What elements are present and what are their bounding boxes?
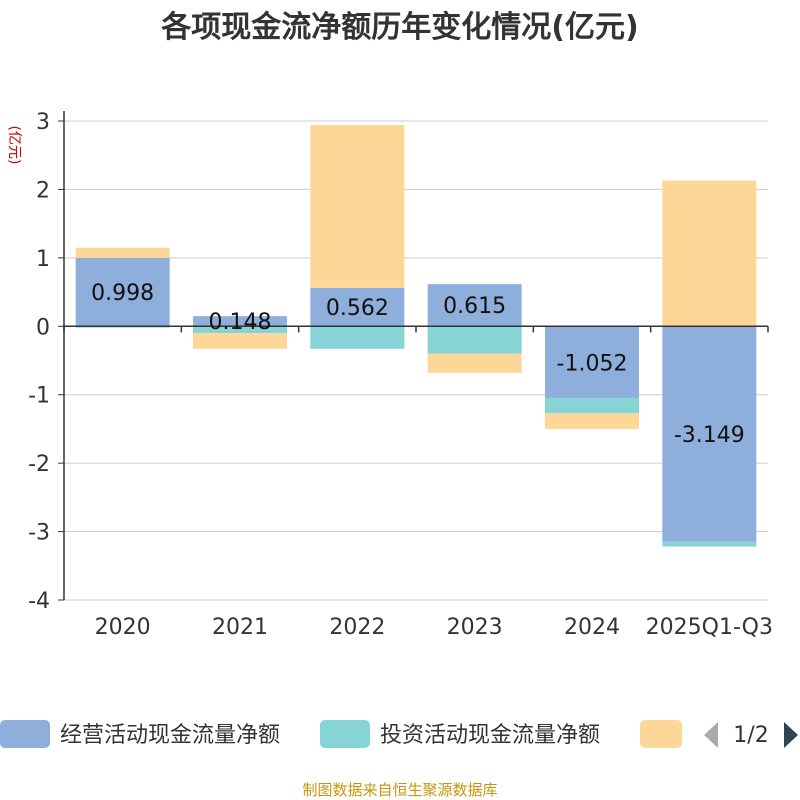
y-axis-unit: (亿元) — [6, 126, 22, 165]
bar-2025Q1-Q3-series-1 — [662, 541, 757, 547]
bar-2020-series-0 — [75, 257, 170, 327]
data-label: 0.562 — [326, 296, 389, 321]
bar-2022-series-0 — [310, 287, 405, 327]
y-tick-label: -4 — [28, 589, 50, 614]
y-tick-label: 1 — [36, 247, 50, 272]
data-label: -1.052 — [557, 351, 628, 376]
y-tick-label: 0 — [36, 315, 50, 340]
bar-2020-series-2 — [75, 247, 170, 258]
x-tick-label: 2023 — [447, 615, 503, 640]
legend-swatch-2 — [640, 720, 682, 748]
bar-2022-series-1 — [310, 326, 405, 349]
bars — [75, 124, 757, 547]
x-axis-ticks: 2020 2021 2022 2023 2024 2025Q1-Q3 — [95, 615, 773, 640]
chart-title: 各项现金流净额历年变化情况(亿元) — [160, 10, 638, 45]
legend-next-arrow-icon[interactable] — [784, 722, 798, 748]
bar-2021-series-0 — [193, 316, 287, 327]
legend-swatch-0 — [0, 720, 50, 748]
legend-label-1: 投资活动现金流量净额 — [380, 723, 600, 748]
y-tick-label: -3 — [28, 521, 50, 546]
data-label: 0.615 — [443, 294, 506, 319]
bar-2023-series-1 — [427, 326, 522, 354]
legend-page-indicator: 1/2 — [733, 723, 768, 748]
legend-pager: 1/2 — [704, 722, 798, 748]
data-labels: 0.998 0.148 0.562 0.615 -1.052 -3.149 — [91, 281, 745, 448]
y-axis-ticks: 3 2 1 0 -1 -2 -3 -4 — [28, 110, 64, 614]
bar-2021-series-1 — [193, 326, 287, 334]
legend: 经营活动现金流量净额 投资活动现金流量净额 — [0, 720, 682, 748]
bar-2025Q1-Q3-series-0 — [662, 326, 757, 542]
y-tick-label: 3 — [36, 110, 50, 135]
bar-2023-series-2 — [427, 353, 522, 373]
x-tick-label: 2022 — [329, 615, 385, 640]
bar-2022-series-2 — [310, 124, 405, 288]
bar-2024-series-0 — [545, 326, 639, 399]
data-label: 0.998 — [91, 281, 154, 306]
legend-swatch-1 — [320, 720, 370, 748]
source-note: 制图数据来自恒生聚源数据库 — [302, 781, 497, 799]
y-tick-label: -1 — [28, 384, 50, 409]
legend-prev-arrow-icon[interactable] — [704, 722, 718, 748]
y-tick-label: 2 — [36, 178, 50, 203]
x-tick-label: 2021 — [212, 615, 268, 640]
legend-label-0: 经营活动现金流量净额 — [60, 723, 280, 748]
data-label: -3.149 — [674, 423, 745, 448]
x-tick-label: 2025Q1-Q3 — [646, 615, 773, 640]
bar-2024-series-1 — [545, 398, 639, 414]
bar-2025Q1-Q3-series-2 — [662, 180, 757, 327]
bar-2024-series-2 — [545, 413, 639, 430]
x-tick-label: 2020 — [95, 615, 151, 640]
axes — [63, 111, 769, 600]
x-tick-label: 2024 — [564, 615, 620, 640]
bar-2023-series-0 — [427, 284, 522, 327]
data-label: 0.148 — [209, 310, 272, 335]
bar-2021-series-2 — [193, 333, 287, 349]
y-tick-label: -2 — [28, 452, 50, 477]
